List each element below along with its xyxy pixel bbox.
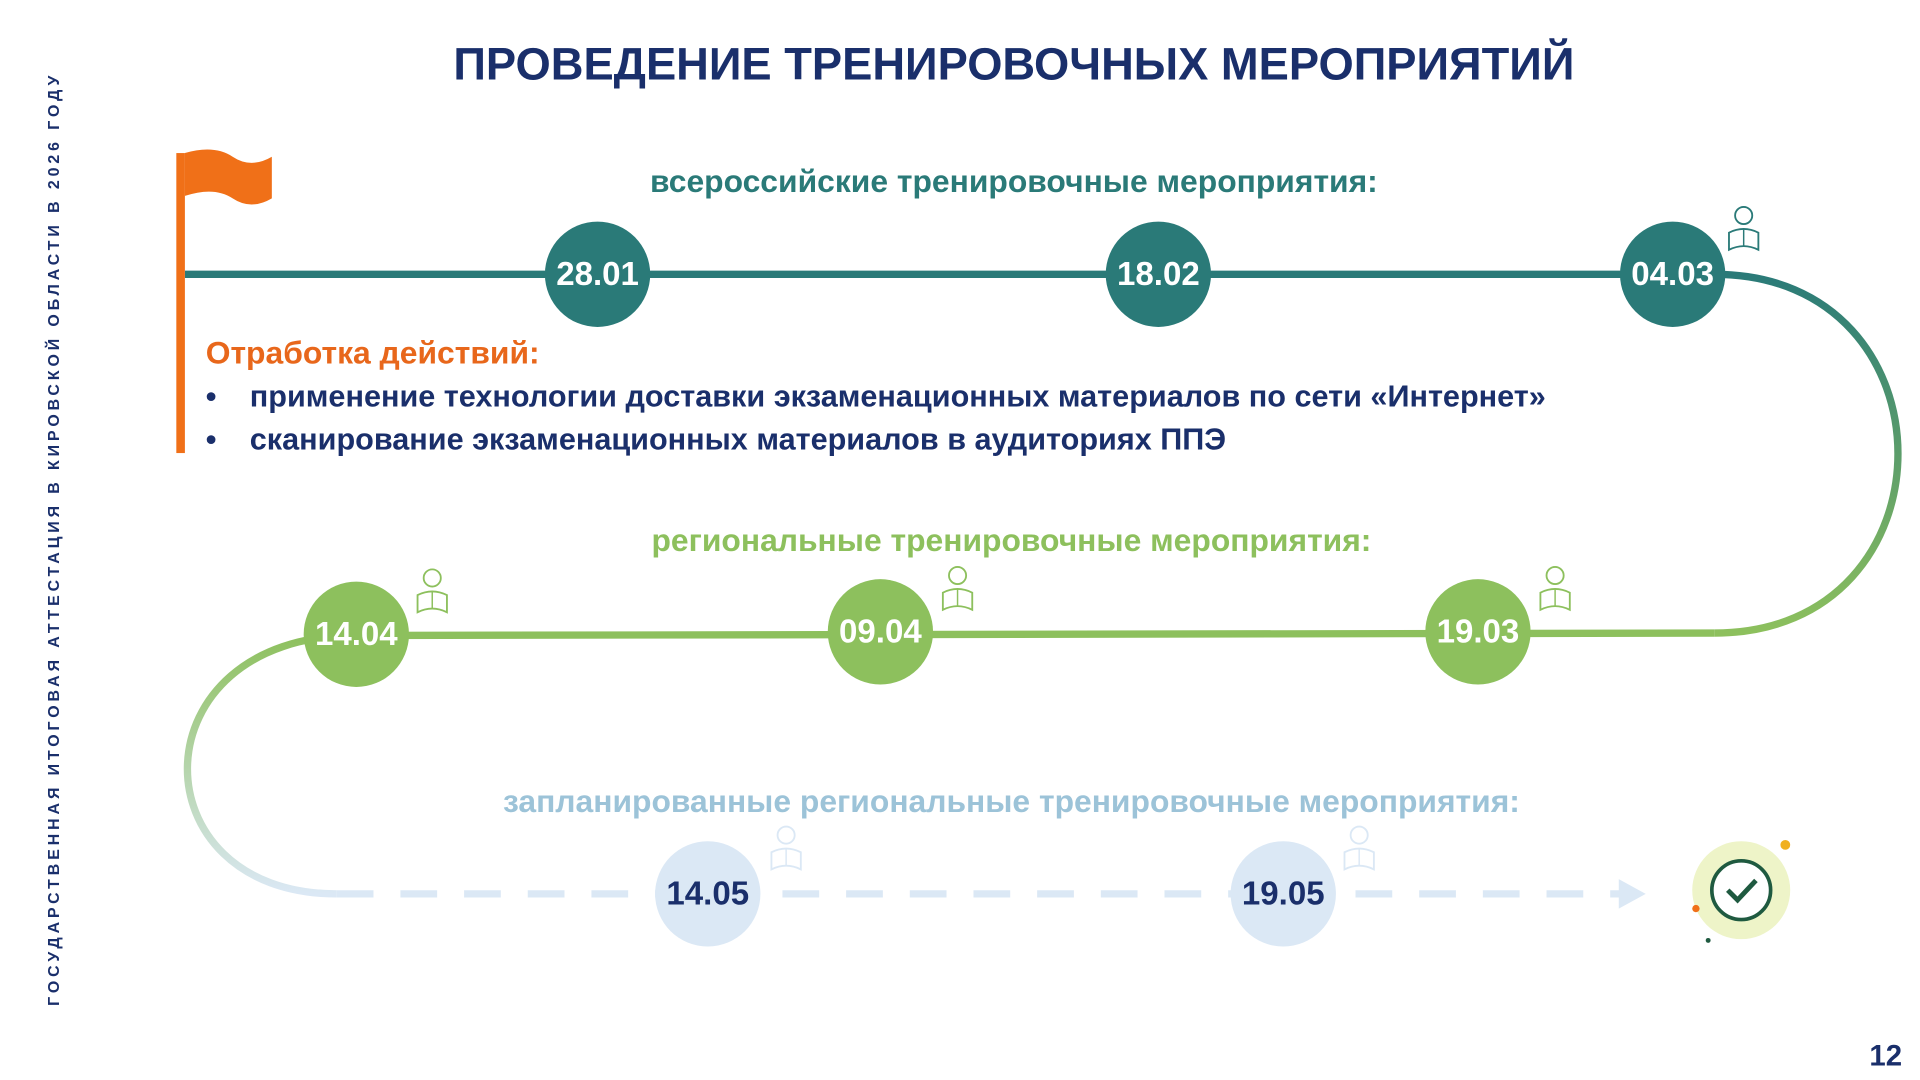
actions-heading: Отработка действий: [206, 335, 540, 371]
date: 19.03 [1437, 613, 1520, 650]
flag [176, 149, 272, 454]
date-circle [1230, 841, 1336, 947]
date-circle [1105, 221, 1212, 327]
date: 09.04 [839, 613, 922, 650]
date: 14.05 [666, 875, 749, 912]
date-circle [827, 579, 934, 685]
date-circle [655, 841, 761, 947]
bullet: сканирование экзаменационных материалов … [250, 422, 1226, 456]
date-circle [303, 581, 409, 687]
bullet: применение технологии доставки экзаменац… [250, 380, 1546, 414]
date-circle [1425, 579, 1531, 685]
sidebar: ГОСУДАРСТВЕННАЯ ИТОГОВАЯ АТТЕСТАЦИЯ В КИ… [44, 72, 63, 1006]
bullet-mark: • [206, 380, 217, 414]
date-circle [544, 221, 651, 327]
date: 28.01 [556, 256, 639, 293]
regional-heading: региональные тренировочные мероприятия: [651, 522, 1371, 558]
bullet-mark: • [206, 422, 217, 456]
page-number: 12 [1869, 1039, 1902, 1072]
title: ПРОВЕДЕНИЕ ТРЕНИРОВОЧНЫХ МЕРОПРИЯТИЙ [453, 38, 1574, 90]
date-circle [1620, 221, 1726, 327]
planned-heading: запланированные региональные тренировочн… [503, 783, 1520, 819]
date: 19.05 [1242, 875, 1325, 912]
finish-icon [1692, 840, 1791, 943]
date: 14.04 [315, 616, 398, 653]
date: 18.02 [1117, 256, 1200, 293]
date: 04.03 [1631, 256, 1714, 293]
national-heading: всероссийские тренировочные мероприятия: [650, 163, 1378, 199]
